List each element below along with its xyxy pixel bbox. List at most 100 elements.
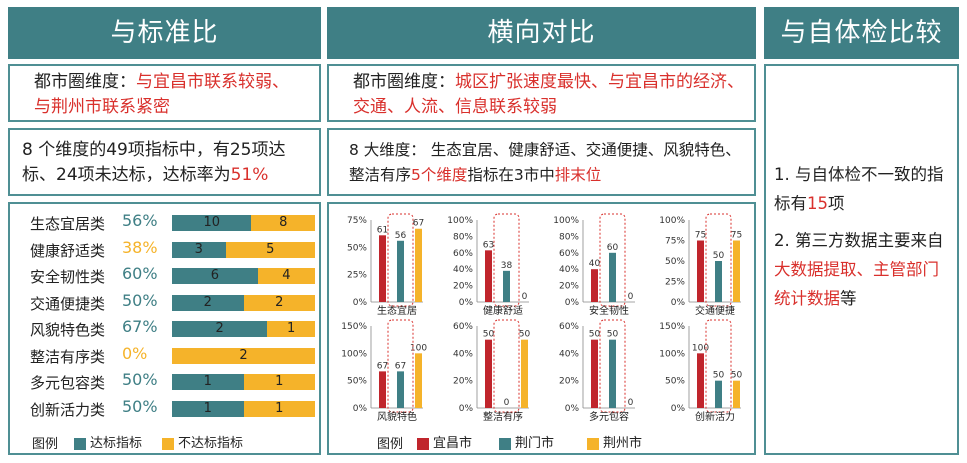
bar — [415, 228, 422, 302]
y-tick-label: 0% — [671, 404, 686, 414]
bar — [733, 240, 740, 302]
row-label: 安全韧性类 — [30, 268, 106, 286]
row-label: 风貌特色类 — [30, 321, 106, 339]
legend-swatch-s3 — [587, 437, 599, 450]
y-tick-label: 150% — [659, 322, 685, 332]
mini-chart: 0% 20% 40% 60% 50 0 50 整洁有序 — [453, 319, 531, 423]
bar-value-label: 100 — [692, 343, 709, 353]
row-label: 生态宜居类 — [30, 215, 106, 233]
bar — [591, 339, 598, 408]
mini-chart: 0% 25% 50% 75% 61 56 67 生态宜居 — [347, 213, 424, 317]
y-tick-label: 20% — [559, 282, 579, 292]
middle-summary-highlight: 5个维度 — [411, 166, 468, 184]
bar — [397, 240, 404, 302]
bar — [697, 240, 704, 302]
highlight-box — [599, 319, 626, 413]
bar-value-label: 0 — [628, 292, 634, 302]
bar-value-label: 50 — [713, 371, 725, 381]
bar-segment-unmet: 1 — [243, 400, 315, 417]
right-box: 1. 与自体检不一致的指标有15项 2. 第三方数据主要来自大数据提取、主管部门… — [764, 64, 959, 455]
y-tick-label: 0% — [671, 298, 686, 308]
row-percent: 60% — [122, 264, 158, 283]
middle-chart-box: 0% 25% 50% 75% 61 56 67 生态宜居 0% 20% 40% 60% 80% 100% 6… — [327, 202, 756, 455]
bar-segment-met: 3 — [172, 241, 226, 258]
bar — [415, 353, 422, 408]
row-percent: 56% — [122, 211, 158, 230]
y-tick-label: 40% — [453, 265, 473, 275]
bar-value-label: 0 — [522, 292, 528, 302]
y-tick-label: 25% — [347, 271, 367, 281]
x-axis-label: 风貌特色 — [377, 410, 417, 423]
left-metro-text: 与宜昌市联系较弱、与荆州市联系紧密 — [34, 72, 289, 117]
mini-bar-charts: 0% 25% 50% 75% 61 56 67 生态宜居 0% 20% 40% 60% 80% 100% 6… — [341, 213, 742, 423]
stacked-row: 整洁有序类 0% 2 — [30, 343, 320, 369]
y-tick-label: 0% — [565, 404, 580, 414]
y-tick-label: 40% — [453, 349, 473, 359]
row-percent: 50% — [122, 396, 158, 416]
middle-legend-s2: 荆门市 — [499, 432, 554, 451]
bar-segment-met: 2 — [172, 294, 244, 311]
bar-value-label: 75 — [731, 231, 742, 241]
left-summary-box: 8 个维度的49项指标中，有25项达标、24项未达标，达标率为51% — [8, 128, 321, 196]
left-legend-title: 图例 — [32, 437, 59, 452]
highlight-box — [493, 213, 520, 307]
bar-segment-met: 10 — [172, 215, 252, 231]
bar-value-label: 50 — [519, 330, 531, 340]
row-bar: 10 8 — [172, 215, 315, 231]
bar-value-label: 61 — [377, 225, 388, 235]
y-tick-label: 75% — [665, 237, 685, 247]
right-item-1: 1. 与自体检不一致的指标有15项 — [774, 160, 952, 218]
y-tick-label: 100% — [659, 349, 685, 359]
bar-segment-unmet: 2 — [172, 347, 315, 364]
y-tick-label: 80% — [559, 232, 579, 242]
header-right: 与自体检比较 — [764, 7, 959, 59]
left-summary-prefix: 8 个维度的49项指标中，有25项达标、24项未达标，达标率为 — [22, 140, 286, 185]
bar-value-label: 38 — [501, 261, 513, 271]
bar — [503, 270, 510, 302]
bar-value-label: 67 — [413, 219, 424, 229]
y-tick-label: 0% — [353, 298, 368, 308]
left-legend-met: 达标指标 — [74, 432, 142, 451]
y-tick-label: 100% — [447, 216, 473, 226]
left-summary-rate: 51% — [230, 165, 269, 185]
y-tick-label: 100% — [553, 216, 579, 226]
y-tick-label: 0% — [459, 298, 474, 308]
stacked-row: 生态宜居类 56% 10 8 — [30, 210, 320, 236]
bar-value-label: 56 — [395, 231, 407, 241]
bar-value-label: 67 — [377, 361, 388, 371]
highlight-box — [599, 213, 626, 307]
bar — [733, 380, 740, 408]
middle-legend-s1: 宜昌市 — [417, 432, 472, 451]
bar-segment-met: 2 — [172, 321, 268, 337]
highlight-box — [387, 319, 414, 413]
middle-metro-prefix: 都市圈维度： — [353, 72, 455, 92]
y-tick-label: 100% — [659, 216, 685, 226]
x-axis-label: 健康舒适 — [483, 304, 523, 317]
bar — [379, 235, 386, 302]
highlight-box — [705, 319, 732, 413]
mini-chart: 0% 50% 100% 150% 100 50 50 创新活力 — [659, 319, 742, 423]
stacked-row: 创新活力类 50% 1 1 — [30, 396, 320, 422]
y-tick-label: 100% — [341, 349, 367, 359]
bar-value-label: 100 — [410, 343, 427, 353]
bar-value-label: 60 — [607, 243, 619, 253]
x-axis-label: 生态宜居 — [377, 304, 417, 317]
bar — [379, 371, 386, 408]
bar — [485, 250, 492, 302]
bar-segment-unmet: 5 — [225, 241, 315, 258]
stacked-row: 健康舒适类 38% 3 5 — [30, 237, 320, 263]
row-percent: 50% — [122, 370, 158, 389]
y-tick-label: 60% — [559, 249, 579, 259]
x-axis-label: 创新活力 — [695, 410, 735, 423]
legend-swatch-s1 — [417, 437, 429, 450]
highlight-box — [493, 319, 520, 413]
y-tick-label: 0% — [353, 404, 368, 414]
header-left: 与标准比 — [8, 7, 321, 59]
bar — [397, 371, 404, 408]
y-tick-label: 75% — [347, 216, 367, 226]
bar — [521, 339, 528, 408]
right-item1-suffix: 项 — [828, 194, 845, 213]
legend-swatch-s2 — [499, 437, 511, 450]
